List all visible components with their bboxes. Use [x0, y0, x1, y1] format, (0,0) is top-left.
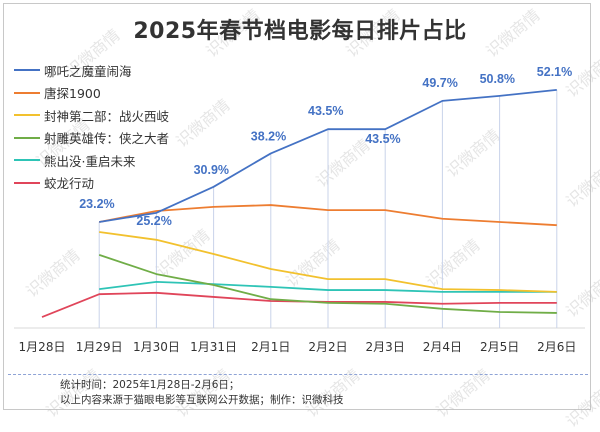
- data-label: 43.5%: [365, 132, 400, 146]
- data-label: 23.2%: [79, 197, 114, 211]
- legend-item: 哪吒之魔童闹海: [14, 59, 169, 82]
- legend-label: 哪吒之魔童闹海: [44, 63, 132, 79]
- data-label: 43.5%: [308, 104, 343, 118]
- footer-source: 以上内容来源于猫眼电影等互联网公开数据；制作：识微科技: [60, 394, 344, 406]
- series-line-0: [99, 89, 557, 223]
- footer-stat-period: 统计时间：2025年1月28日-2月6日；: [60, 379, 240, 391]
- legend-item: 蛟龙行动: [14, 172, 169, 195]
- legend-item: 射雕英雄传：侠之大者: [14, 127, 169, 150]
- series-line-3: [98, 254, 557, 314]
- chart-legend: 哪吒之魔童闹海 唐探1900 封神第二部：战火西岐 射雕英雄传：侠之大者 熊出没…: [14, 59, 169, 194]
- legend-swatch-2: [14, 114, 40, 117]
- series-line-1: [99, 204, 557, 227]
- legend-swatch-4: [14, 159, 40, 162]
- data-label: 49.7%: [422, 76, 457, 90]
- legend-swatch-0: [14, 69, 40, 72]
- legend-label: 蛟龙行动: [44, 176, 95, 192]
- legend-label: 封神第二部：战火西岐: [44, 108, 170, 124]
- chart-plot-area: 23.2% 25.2% 30.9% 38.2% 43.5% 43.5% 49.7% 50.8%…: [14, 65, 585, 329]
- x-tick-label: 2月5日: [479, 340, 520, 354]
- x-tick-label: 1月30日: [132, 340, 180, 354]
- series-line-4: [99, 280, 557, 293]
- footer-divider: [8, 374, 588, 375]
- data-label: 52.1%: [537, 65, 572, 79]
- data-label: 30.9%: [194, 163, 229, 177]
- x-tick-label: 2月3日: [365, 340, 405, 354]
- series-line-5: [41, 291, 557, 318]
- series-line-2: [99, 231, 557, 293]
- legend-swatch-5: [14, 181, 40, 184]
- x-tick-label: 2月1日: [251, 340, 291, 354]
- legend-item: 熊出没·重启未来: [14, 149, 169, 172]
- legend-swatch-1: [14, 91, 40, 94]
- legend-label: 射雕英雄传：侠之大者: [44, 131, 170, 147]
- legend-item: 封神第二部：战火西岐: [14, 104, 169, 127]
- x-tick-label: 2月2日: [308, 340, 348, 354]
- data-label: 25.2%: [136, 214, 171, 228]
- data-label: 50.8%: [480, 72, 515, 86]
- x-tick-label: 1月28日: [18, 340, 66, 354]
- x-tick-label: 1月29日: [75, 340, 123, 354]
- data-label: 38.2%: [251, 129, 286, 143]
- legend-swatch-3: [14, 136, 40, 139]
- chart-title: 2025年春节档电影每日排片占比: [133, 19, 467, 44]
- x-tick-label: 2月6日: [537, 340, 577, 354]
- legend-label: 熊出没·重启未来: [44, 153, 136, 169]
- x-tick-label: 2月4日: [422, 340, 463, 354]
- legend-label: 唐探1900: [44, 86, 101, 102]
- x-tick-label: 1月31日: [190, 340, 238, 354]
- legend-item: 唐探1900: [14, 82, 169, 105]
